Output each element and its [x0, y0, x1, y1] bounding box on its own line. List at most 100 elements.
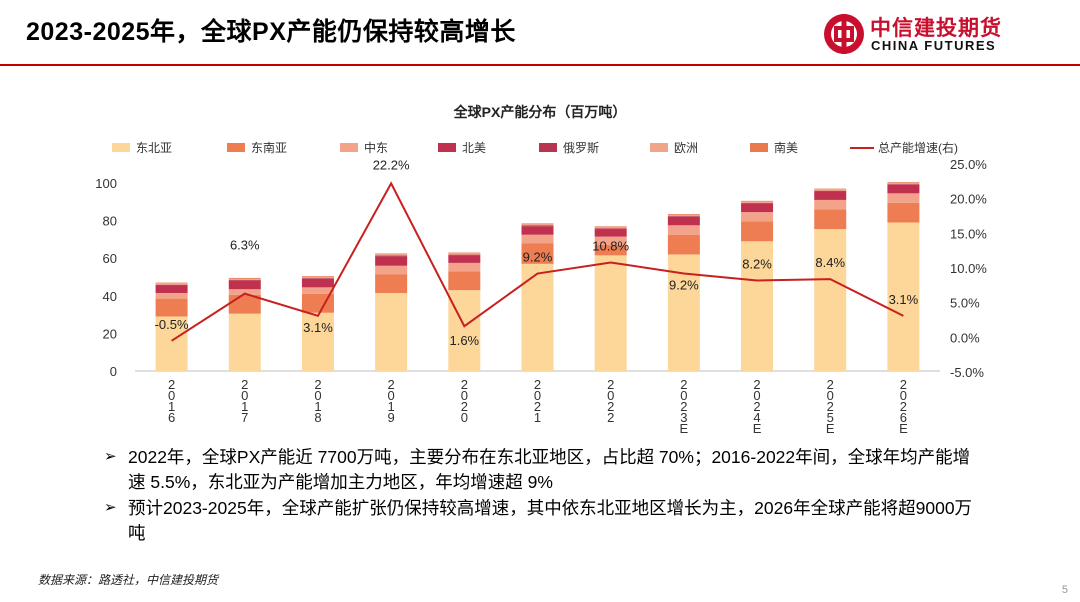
bar-segment [301, 278, 334, 288]
chart-title: 全球PX产能分布（百万吨） [453, 104, 627, 120]
bar-segment [741, 212, 774, 222]
bar-segment [594, 255, 627, 371]
bar-segment [301, 293, 334, 313]
legend-label: 欧洲 [674, 141, 698, 155]
bar-segment [448, 271, 481, 291]
y-tick-label: 20 [103, 326, 117, 341]
bullet-item: ➢ 预计2023-2025年，全球产能扩张仍保持较高增速，其中依东北亚地区增长为… [104, 496, 984, 545]
bar-segment [301, 276, 334, 279]
bar-segment [887, 222, 920, 371]
bar-segment [667, 216, 700, 217]
bar-segment [814, 188, 847, 190]
bar-segment [301, 278, 334, 279]
bar-segment [301, 287, 334, 294]
legend-swatch [539, 143, 557, 152]
bar-segment [741, 241, 774, 371]
bar-segment [594, 229, 627, 237]
bar-segment [228, 289, 261, 295]
legend-swatch [438, 143, 456, 152]
bar-segment [667, 234, 700, 255]
bar-segment [155, 298, 188, 317]
legend-label: 总产能增速(右) [878, 140, 958, 155]
bar-segment [228, 278, 261, 281]
bar-segment [814, 209, 847, 230]
bar-segment [375, 253, 408, 255]
page-title: 2023-2025年，全球PX产能仍保持较高增长 [26, 18, 516, 46]
y2-tick-label: 25.0% [950, 157, 987, 172]
bar-segment [887, 184, 920, 194]
bullet-list: ➢ 2022年，全球PX产能近 7700万吨，主要分布在东北亚地区，占比超 70… [104, 445, 984, 547]
bar-segment [521, 223, 554, 224]
bar-segment [228, 280, 261, 290]
bar-segment [521, 263, 554, 371]
bar-segment [448, 253, 481, 255]
legend-label: 东南亚 [251, 140, 287, 155]
growth-data-label: 22.2% [373, 157, 410, 172]
bar-segment [741, 200, 774, 202]
bullet-text: 2022年，全球PX产能近 7700万吨，主要分布在东北亚地区，占比超 70%；… [128, 447, 971, 492]
logo-text-cn: 中信建投期货 [870, 17, 1002, 40]
bar-segment [155, 316, 188, 371]
legend-label: 中东 [364, 140, 388, 155]
bar-segment [521, 226, 554, 235]
bar-segment [667, 214, 700, 215]
bar-segment [155, 292, 188, 299]
bar-segment [521, 225, 554, 227]
bar-segment [155, 285, 188, 293]
bar-segment [155, 284, 188, 286]
bar-segment [301, 312, 334, 371]
bar-segment [887, 182, 920, 183]
bar-segment [887, 184, 920, 185]
bar-segment [887, 193, 920, 203]
capacity-chart: 全球PX产能分布（百万吨） 东北亚 东南亚 中东 北美 俄罗斯 欧洲 南美 总产能增速(右) 0 2… [95, 104, 987, 436]
header-divider [0, 64, 1080, 66]
legend-label: 俄罗斯 [563, 141, 599, 155]
y2-tick-label: -5.0% [950, 365, 984, 380]
bar-segment [667, 216, 700, 226]
y-tick-label: 0 [110, 364, 117, 379]
growth-data-label: 9.2% [669, 278, 699, 293]
y2-tick-label: 5.0% [950, 296, 980, 311]
bar-segment [375, 265, 408, 275]
bar-segment [887, 202, 920, 223]
y-tick-label: 40 [103, 289, 117, 304]
bar-segment [448, 262, 481, 272]
legend-label: 南美 [774, 140, 798, 155]
legend-label: 东北亚 [136, 141, 172, 155]
bar-segment [155, 283, 188, 285]
bar-segment [521, 243, 554, 264]
y-tick-label: 100 [95, 176, 117, 191]
y-tick-label: 80 [103, 214, 117, 229]
legend-swatch [340, 143, 358, 152]
bar-segment [887, 182, 920, 185]
bar-segment [448, 255, 481, 263]
bar-segment [814, 189, 847, 191]
bar-segment [814, 191, 847, 200]
bar-segment [741, 201, 774, 203]
bar-segment [594, 245, 627, 256]
bar-segment [448, 252, 481, 254]
bar-segment [521, 223, 554, 226]
legend-swatch [112, 143, 130, 152]
bar-segment [375, 292, 408, 371]
growth-line [171, 181, 904, 342]
bar-segment [521, 234, 554, 244]
logo: 中信建投期货 CHINA FUTURES [822, 10, 1072, 60]
citic-logo-icon [824, 14, 864, 54]
growth-data-label: 10.8% [592, 238, 629, 253]
growth-data-label: 3.1% [303, 320, 333, 335]
bar-segment [228, 280, 261, 281]
bullet-item: ➢ 2022年，全球PX产能近 7700万吨，主要分布在东北亚地区，占比超 70… [104, 445, 984, 494]
growth-data-label: 3.1% [889, 292, 919, 307]
bar-segment [594, 228, 627, 230]
bar-segment [228, 277, 261, 279]
bar-segment [814, 199, 847, 210]
